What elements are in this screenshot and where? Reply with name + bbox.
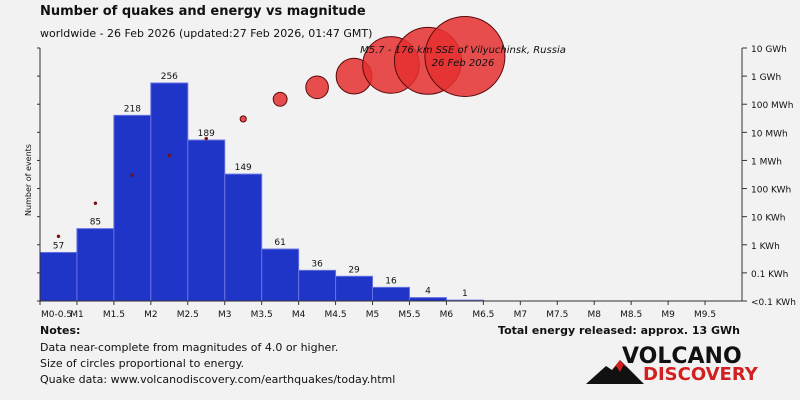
energy-axis-label: 1 GWh bbox=[751, 73, 781, 83]
x-axis-label: M3 bbox=[218, 310, 232, 320]
energy-circle bbox=[239, 115, 247, 123]
bar-value-label: 189 bbox=[198, 129, 215, 139]
energy-circle bbox=[167, 153, 172, 158]
x-axis-label: M0-0.5 bbox=[41, 310, 72, 320]
x-axis-label: M8 bbox=[587, 310, 601, 320]
bar-value-label: 16 bbox=[385, 276, 397, 286]
x-axis-label: M4 bbox=[292, 310, 306, 320]
x-axis-label: M6.5 bbox=[472, 310, 494, 320]
bar bbox=[224, 173, 263, 302]
x-axis-label: M5 bbox=[366, 310, 380, 320]
chart-title: Number of quakes and energy vs magnitude bbox=[40, 4, 366, 19]
bar bbox=[335, 275, 374, 302]
bar bbox=[408, 297, 447, 302]
energy-axis-label: <0.1 KWh bbox=[751, 298, 796, 308]
bar bbox=[39, 251, 78, 302]
energy-axis-label: 1 KWh bbox=[751, 242, 780, 252]
x-axis-label: M1 bbox=[70, 310, 84, 320]
x-axis-label: M6 bbox=[440, 310, 454, 320]
note-line: Data near-complete from magnitudes of 4.… bbox=[40, 341, 339, 354]
energy-axis-label: 100 MWh bbox=[751, 101, 793, 111]
x-axis-label: M3.5 bbox=[251, 310, 273, 320]
x-axis-label: M4.5 bbox=[325, 310, 347, 320]
bar-value-label: 1 bbox=[462, 289, 468, 299]
notes-heading: Notes: bbox=[40, 324, 81, 337]
note-line: Size of circles proportional to energy. bbox=[40, 357, 245, 370]
note-line: Quake data: www.volcanodiscovery.com/ear… bbox=[40, 373, 396, 386]
energy-axis-label: 10 MWh bbox=[751, 129, 788, 139]
bar-value-label: 57 bbox=[53, 241, 64, 251]
bar bbox=[261, 248, 300, 302]
bar bbox=[187, 139, 226, 302]
energy-axis-label: 100 KWh bbox=[751, 186, 791, 196]
annotation-date: 26 Feb 2026 bbox=[432, 58, 495, 69]
bar-value-label: 29 bbox=[348, 265, 360, 275]
x-axis-label: M9.5 bbox=[694, 310, 716, 320]
x-axis-label: M1.5 bbox=[103, 310, 125, 320]
logo-text-discovery: DISCOVERY bbox=[643, 364, 758, 385]
annotation-event: M5.7 - 176 km SSE of Vilyuchinsk, Russia bbox=[360, 45, 566, 56]
energy-axis-label: 10 KWh bbox=[751, 214, 786, 224]
logo-text-volcano: VOLCANO bbox=[622, 344, 742, 369]
energy-axis-label: 10 GWh bbox=[751, 45, 787, 55]
energy-axis-label: 1 MWh bbox=[751, 157, 782, 167]
x-axis-label: M7 bbox=[514, 310, 528, 320]
total-energy: Total energy released: approx. 13 GWh bbox=[498, 324, 740, 337]
bar-value-label: 218 bbox=[124, 104, 141, 114]
energy-circle bbox=[93, 201, 98, 206]
bar-value-label: 149 bbox=[235, 163, 252, 173]
bar bbox=[150, 82, 189, 302]
x-axis-label: M2 bbox=[144, 310, 158, 320]
bar-value-label: 61 bbox=[274, 238, 285, 248]
bar-value-label: 36 bbox=[311, 259, 323, 269]
bar bbox=[298, 269, 337, 302]
x-axis-label: M2.5 bbox=[177, 310, 199, 320]
energy-circle bbox=[204, 136, 209, 141]
energy-circle bbox=[56, 234, 61, 239]
x-axis-label: M7.5 bbox=[546, 310, 568, 320]
energy-axis-label: 0.1 KWh bbox=[751, 270, 788, 280]
x-axis-label: M9 bbox=[661, 310, 675, 320]
y-axis-title: Number of events bbox=[24, 144, 33, 216]
energy-circle bbox=[424, 15, 506, 97]
bar bbox=[372, 286, 410, 302]
volcano-icon bbox=[586, 360, 644, 384]
bar-value-label: 256 bbox=[161, 72, 178, 82]
x-axis-label: M5.5 bbox=[398, 310, 420, 320]
bar-value-label: 4 bbox=[425, 287, 431, 297]
volcano-discovery-logo[interactable]: VOLCANO DISCOVERY bbox=[586, 344, 761, 390]
bar bbox=[113, 114, 152, 302]
chart-subtitle: worldwide - 26 Feb 2026 (updated:27 Feb … bbox=[40, 27, 373, 40]
energy-circle bbox=[130, 173, 135, 177]
energy-circle bbox=[305, 75, 329, 100]
x-axis-label: M8.5 bbox=[620, 310, 642, 320]
bar bbox=[76, 228, 115, 302]
bar-value-label: 85 bbox=[90, 218, 101, 228]
energy-circle bbox=[272, 91, 288, 107]
